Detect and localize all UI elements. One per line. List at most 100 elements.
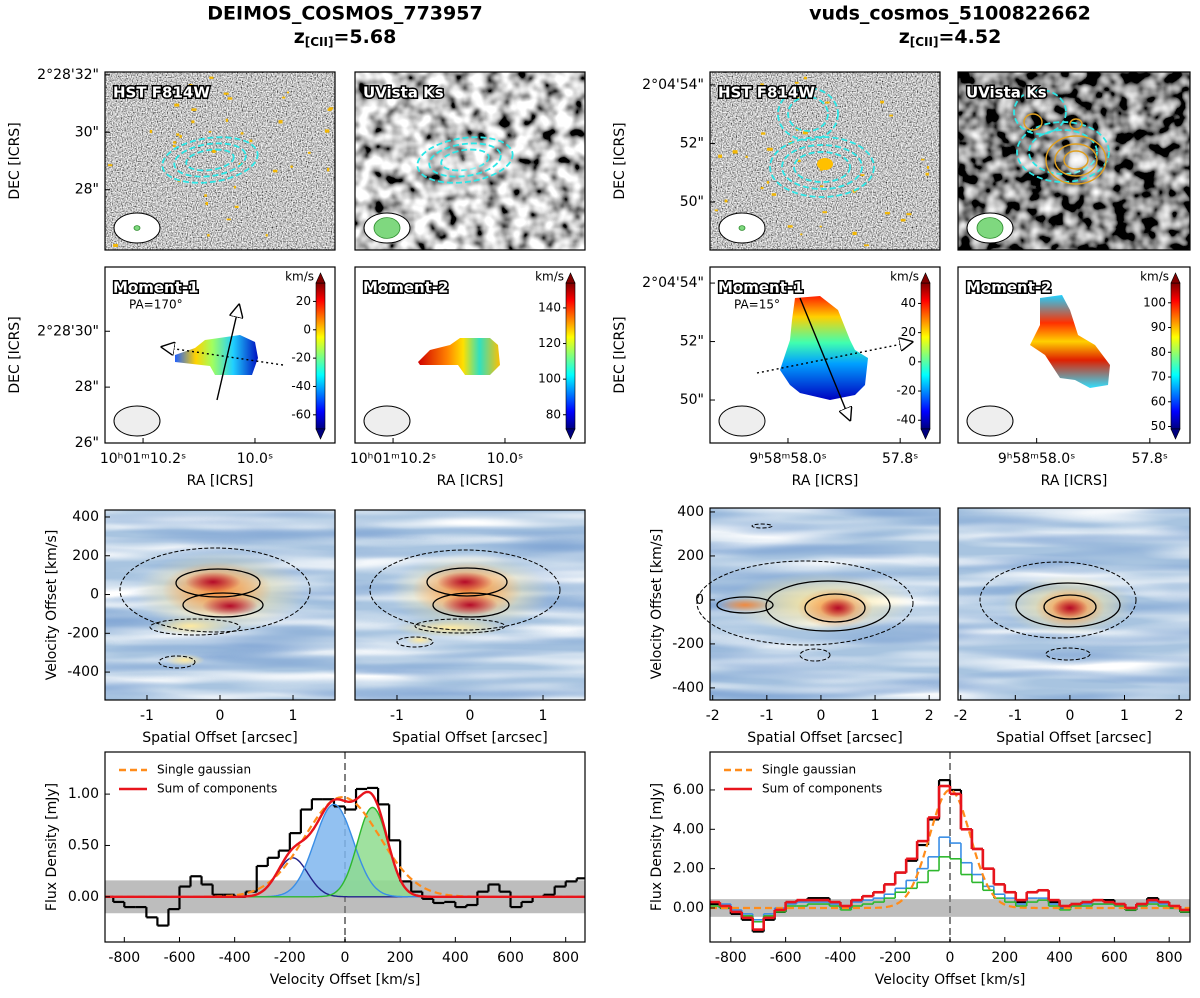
panel-label: UVista Ks bbox=[363, 84, 444, 102]
contour bbox=[182, 592, 264, 618]
colorbar-label: km/s bbox=[285, 270, 314, 284]
emission bbox=[442, 595, 498, 615]
x-tick-label: 0 bbox=[216, 708, 225, 724]
speck bbox=[760, 83, 764, 87]
colorbar-label: km/s bbox=[1140, 270, 1169, 284]
speck bbox=[249, 139, 253, 143]
speck bbox=[802, 131, 808, 135]
colorbar-extend bbox=[920, 272, 931, 284]
speck bbox=[174, 103, 180, 107]
column-title: vuds_cosmos_5100822662 bbox=[809, 3, 1091, 25]
contour bbox=[787, 96, 829, 132]
colorbar-label: km/s bbox=[890, 270, 919, 284]
y-axis-label: DEC [ICRS] bbox=[7, 316, 23, 393]
x-tick-label: 1 bbox=[289, 708, 298, 724]
speck bbox=[233, 185, 237, 189]
x-tick-label: 1 bbox=[1120, 708, 1129, 724]
speck bbox=[204, 194, 207, 197]
emission bbox=[820, 598, 856, 618]
beam-inner bbox=[133, 225, 141, 231]
speck bbox=[819, 168, 823, 171]
speck bbox=[900, 218, 906, 222]
colorbar-tick-label: 70 bbox=[1151, 370, 1166, 384]
speck bbox=[819, 225, 822, 228]
speck bbox=[188, 83, 193, 86]
speck bbox=[324, 129, 330, 133]
contour bbox=[1045, 135, 1107, 185]
frame bbox=[709, 71, 941, 251]
y-axis-label: Flux Density [mJy] bbox=[649, 783, 665, 911]
beam bbox=[113, 405, 161, 437]
speck bbox=[227, 97, 233, 100]
axis-arrow bbox=[216, 305, 239, 401]
contour bbox=[119, 547, 311, 633]
y-tick-label: 6.00 bbox=[673, 782, 704, 798]
y-tick-label: 52" bbox=[680, 135, 704, 151]
speck bbox=[852, 231, 857, 235]
x-tick-label: 200 bbox=[991, 950, 1018, 966]
contour bbox=[716, 596, 774, 614]
colorbar-tick-label: -40 bbox=[291, 379, 311, 393]
contour bbox=[396, 636, 434, 648]
emission bbox=[165, 654, 205, 666]
frame bbox=[709, 266, 941, 444]
colorbar-tick-label: 80 bbox=[1151, 345, 1166, 359]
x-tick-label: -2 bbox=[706, 708, 720, 724]
colorbar-extend bbox=[565, 272, 576, 284]
contour bbox=[1013, 89, 1067, 135]
frame bbox=[354, 266, 586, 444]
y-axis-label: Velocity Offset [km/s] bbox=[44, 530, 60, 681]
redshift: z[CII]=5.68 bbox=[294, 26, 397, 49]
y-axis-label: DEC [ICRS] bbox=[7, 122, 23, 199]
x-tick-label: -1 bbox=[1008, 708, 1022, 724]
speck bbox=[863, 244, 869, 247]
emission bbox=[395, 619, 505, 637]
emission bbox=[202, 596, 258, 616]
speck bbox=[240, 132, 244, 135]
colorbar bbox=[565, 282, 576, 430]
colorbar-extend bbox=[1170, 428, 1181, 440]
speck bbox=[113, 243, 118, 247]
x-tick-label: 10.0ˢ bbox=[487, 451, 523, 467]
y-tick-label: 400 bbox=[677, 504, 704, 520]
y-tick-label: 2.00 bbox=[673, 861, 704, 877]
single-gaussian bbox=[710, 788, 1190, 910]
panel-label: HST F814W bbox=[718, 84, 815, 102]
speck bbox=[208, 130, 212, 133]
speck bbox=[191, 120, 195, 124]
emission bbox=[1052, 598, 1088, 618]
speck bbox=[766, 180, 770, 184]
x-axis-label: RA [ICRS] bbox=[792, 473, 859, 489]
frame bbox=[354, 71, 586, 251]
redshift-symbol: z bbox=[899, 26, 910, 48]
speck bbox=[795, 96, 799, 99]
speck bbox=[771, 193, 777, 196]
colorbar-tick-label: -60 bbox=[291, 407, 311, 421]
x-axis-label: Spatial Offset [arcsec] bbox=[747, 730, 902, 746]
colorbar-tick-label: 20 bbox=[901, 325, 916, 339]
x-tick-label: 10ʰ01ᵐ10.2ˢ bbox=[100, 451, 186, 467]
colorbar-tick-label: 20 bbox=[296, 294, 311, 308]
contour bbox=[696, 560, 914, 646]
colorbar-extend bbox=[315, 272, 326, 284]
speck bbox=[176, 133, 180, 136]
contour bbox=[1045, 647, 1091, 661]
colorbar-tick-label: 100 bbox=[1143, 295, 1166, 309]
emission bbox=[719, 598, 771, 612]
speck bbox=[760, 186, 764, 190]
contour bbox=[426, 567, 508, 597]
colorbar-tick-label: 50 bbox=[1151, 419, 1166, 433]
contour bbox=[1023, 113, 1043, 131]
y-tick-label: -200 bbox=[672, 636, 704, 652]
legend-label: Sum of components bbox=[762, 782, 882, 796]
colorbar-tick-label: 80 bbox=[546, 407, 561, 421]
x-axis-label: Spatial Offset [arcsec] bbox=[392, 730, 547, 746]
x-tick-label: -800 bbox=[108, 950, 140, 966]
frame bbox=[104, 71, 336, 251]
panel-label: Moment-2 bbox=[363, 279, 449, 297]
speck bbox=[906, 213, 912, 216]
colorbar-tick-label: -40 bbox=[896, 413, 916, 427]
moment-map bbox=[418, 338, 500, 375]
x-tick-label: 600 bbox=[1101, 950, 1128, 966]
